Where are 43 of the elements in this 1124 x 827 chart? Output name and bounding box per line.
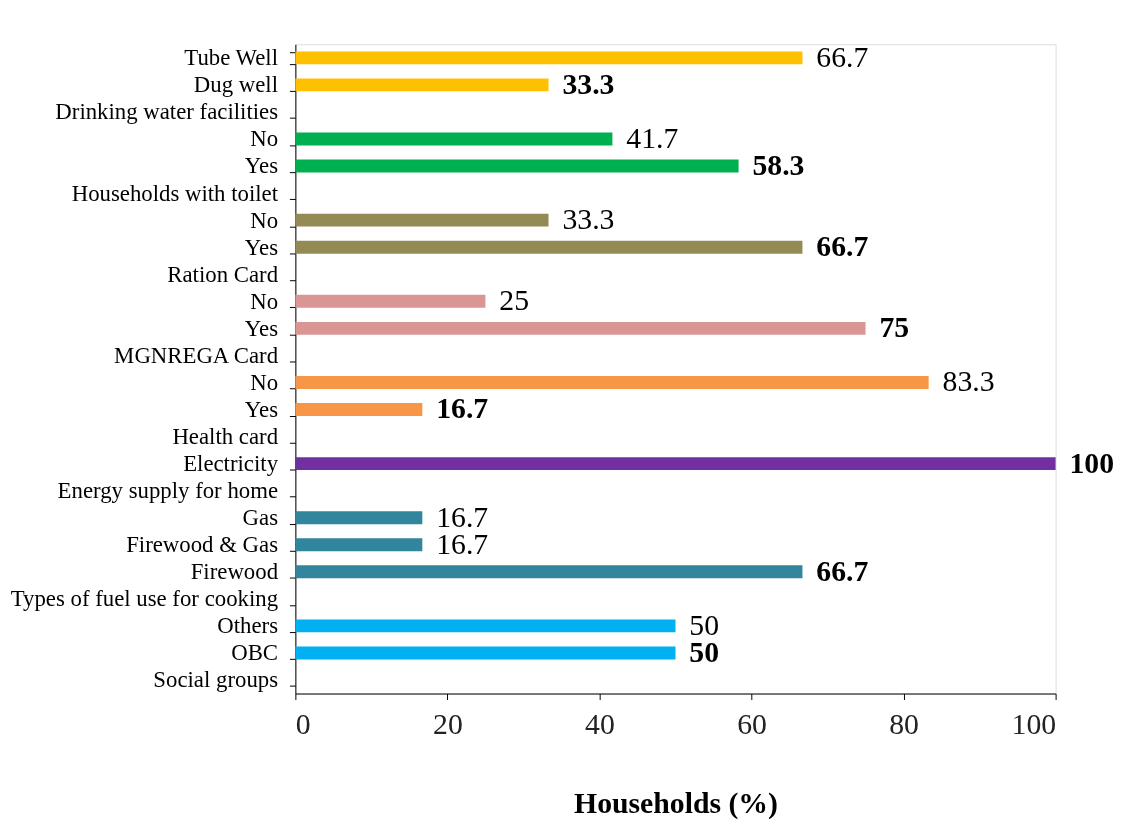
x-tick-label: 80 (889, 707, 919, 740)
y-tick-label: Energy supply for home (57, 478, 279, 504)
x-tick-label: 20 (433, 707, 463, 740)
y-tick-label: Drinking water facilities (55, 99, 279, 125)
x-tick-label: 100 (1011, 707, 1057, 740)
data-label: 33.3 (562, 203, 615, 236)
y-tick-label: Firewood (190, 559, 279, 585)
y-tick-label: No (250, 126, 279, 152)
y-tick-label: No (250, 207, 279, 233)
data-label: 58.3 (752, 148, 805, 181)
y-tick-label: Yes (244, 315, 279, 341)
data-label: 41.7 (626, 121, 679, 154)
data-label: 25 (499, 284, 530, 317)
y-tick-label: Types of fuel use for cooking (10, 586, 279, 612)
x-tick-label: 40 (585, 707, 615, 740)
y-tick-label: No (250, 369, 279, 395)
data-label: 66.7 (816, 40, 869, 73)
y-tick-label: Dug well (193, 72, 279, 98)
y-tick-label: Yes (244, 234, 279, 260)
data-label: 100 (1069, 446, 1115, 479)
y-tick-label: Electricity (183, 451, 279, 477)
x-axis-title: Households (%) (574, 786, 778, 820)
y-tick-label: Health card (172, 423, 279, 449)
data-label: 66.7 (816, 230, 869, 263)
data-label: 83.3 (942, 365, 995, 398)
y-tick-label: Ration Card (167, 261, 279, 287)
data-label: 66.7 (816, 554, 869, 587)
y-tick-label: Households with toilet (71, 180, 279, 206)
y-tick-label: OBC (231, 640, 279, 666)
x-tick-label: 60 (737, 707, 767, 740)
y-tick-label: Yes (244, 396, 279, 422)
data-label: 33.3 (562, 67, 615, 100)
y-tick-label: MGNREGA Card (114, 342, 279, 368)
y-tick-label: Yes (244, 153, 279, 179)
y-tick-label: Others (217, 613, 279, 639)
data-label: 75 (879, 311, 910, 344)
x-tick-label: 0 (295, 707, 311, 740)
y-tick-label: Tube Well (184, 45, 279, 71)
y-tick-label: Social groups (153, 667, 279, 693)
y-tick-label: Gas (242, 505, 279, 531)
data-label: 16.7 (436, 392, 489, 425)
y-tick-label: Firewood & Gas (126, 532, 279, 558)
y-tick-label: No (250, 288, 279, 314)
